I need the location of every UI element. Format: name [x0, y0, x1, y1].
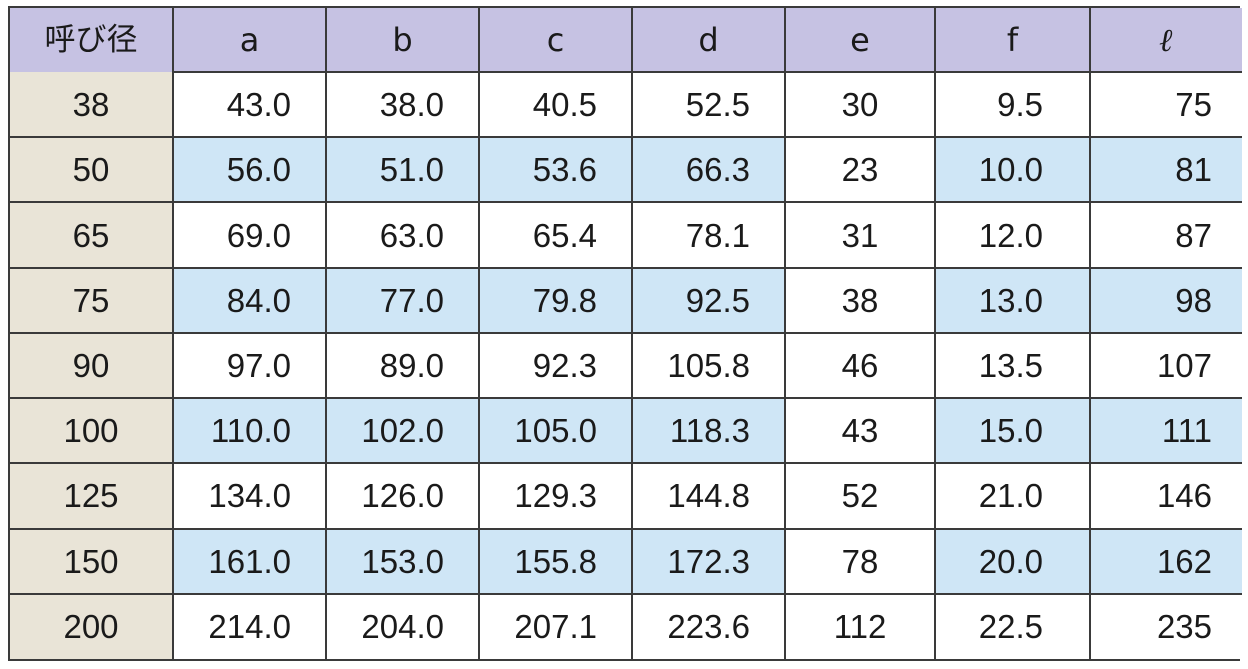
cell-d: 118.3: [631, 397, 786, 465]
cell-d: 144.8: [631, 462, 786, 530]
cell-f: 13.5: [934, 331, 1091, 400]
cell-a: 43.0: [172, 70, 327, 139]
cell-l: 111: [1089, 397, 1242, 465]
cell-d: 223.6: [631, 592, 786, 659]
cell-b: 38.0: [325, 70, 480, 139]
row-nominal-diameter: 150: [10, 527, 174, 595]
cell-l: 98: [1089, 266, 1242, 334]
row-nominal-diameter: 38: [10, 72, 174, 139]
table-body: 38 43.0 38.0 40.5 52.5 30 9.5 75 50 56.0 51.0 53.6 6…: [10, 70, 1242, 659]
cell-b: 63.0: [325, 201, 480, 269]
cell-l: 235: [1089, 592, 1242, 659]
cell-f: 13.0: [934, 266, 1091, 334]
cell-l: 81: [1089, 136, 1242, 204]
table-row: 125 134.0 126.0 129.3 144.8 52 21.0 146: [10, 462, 1242, 530]
dimension-table: 呼び径 a b c d e f ℓ 38 43.0 38.0 40.5 52.5 30 9.…: [10, 8, 1242, 659]
cell-f: 9.5: [934, 70, 1091, 139]
cell-d: 172.3: [631, 527, 786, 595]
table-row: 38 43.0 38.0 40.5 52.5 30 9.5 75: [10, 70, 1242, 139]
cell-e: 31: [784, 201, 936, 269]
cell-l: 107: [1089, 331, 1242, 400]
cell-b: 153.0: [325, 527, 480, 595]
cell-d: 66.3: [631, 136, 786, 204]
cell-a: 134.0: [172, 462, 327, 530]
cell-f: 21.0: [934, 462, 1091, 530]
row-nominal-diameter: 90: [10, 331, 174, 400]
row-nominal-diameter: 75: [10, 266, 174, 334]
header-d: d: [631, 8, 786, 72]
cell-e: 112: [784, 592, 936, 659]
cell-c: 79.8: [478, 266, 633, 334]
cell-a: 161.0: [172, 527, 327, 595]
cell-c: 40.5: [478, 70, 633, 139]
cell-b: 102.0: [325, 397, 480, 465]
cell-f: 15.0: [934, 397, 1091, 465]
row-nominal-diameter: 100: [10, 397, 174, 465]
cell-d: 78.1: [631, 201, 786, 269]
cell-c: 105.0: [478, 397, 633, 465]
cell-a: 69.0: [172, 201, 327, 269]
cell-d: 92.5: [631, 266, 786, 334]
cell-a: 84.0: [172, 266, 327, 334]
cell-l: 162: [1089, 527, 1242, 595]
header-row: 呼び径 a b c d e f ℓ: [10, 8, 1242, 72]
cell-c: 129.3: [478, 462, 633, 530]
cell-a: 97.0: [172, 331, 327, 400]
cell-b: 51.0: [325, 136, 480, 204]
row-nominal-diameter: 200: [10, 592, 174, 659]
cell-a: 214.0: [172, 592, 327, 659]
cell-e: 46: [784, 331, 936, 400]
table-row: 50 56.0 51.0 53.6 66.3 23 10.0 81: [10, 136, 1242, 204]
header-f: f: [934, 8, 1091, 72]
cell-c: 53.6: [478, 136, 633, 204]
table-row: 90 97.0 89.0 92.3 105.8 46 13.5 107: [10, 331, 1242, 400]
header-a: a: [172, 8, 327, 72]
header-nominal-diameter: 呼び径: [10, 8, 174, 72]
cell-b: 89.0: [325, 331, 480, 400]
cell-e: 38: [784, 266, 936, 334]
cell-a: 110.0: [172, 397, 327, 465]
cell-d: 52.5: [631, 70, 786, 139]
row-nominal-diameter: 50: [10, 136, 174, 204]
cell-f: 12.0: [934, 201, 1091, 269]
cell-b: 77.0: [325, 266, 480, 334]
cell-b: 204.0: [325, 592, 480, 659]
table-row: 100 110.0 102.0 105.0 118.3 43 15.0 111: [10, 397, 1242, 465]
cell-b: 126.0: [325, 462, 480, 530]
cell-e: 78: [784, 527, 936, 595]
cell-f: 22.5: [934, 592, 1091, 659]
cell-e: 30: [784, 70, 936, 139]
cell-e: 52: [784, 462, 936, 530]
cell-l: 75: [1089, 70, 1242, 139]
cell-a: 56.0: [172, 136, 327, 204]
table-row: 200 214.0 204.0 207.1 223.6 112 22.5 235: [10, 592, 1242, 659]
cell-e: 43: [784, 397, 936, 465]
cell-f: 10.0: [934, 136, 1091, 204]
cell-c: 155.8: [478, 527, 633, 595]
cell-c: 207.1: [478, 592, 633, 659]
header-l: ℓ: [1089, 8, 1242, 72]
header-b: b: [325, 8, 480, 72]
row-nominal-diameter: 125: [10, 462, 174, 530]
table-row: 75 84.0 77.0 79.8 92.5 38 13.0 98: [10, 266, 1242, 334]
dimension-table-container: 呼び径 a b c d e f ℓ 38 43.0 38.0 40.5 52.5 30 9.…: [8, 6, 1242, 661]
cell-l: 87: [1089, 201, 1242, 269]
cell-c: 65.4: [478, 201, 633, 269]
row-nominal-diameter: 65: [10, 201, 174, 269]
cell-e: 23: [784, 136, 936, 204]
cell-d: 105.8: [631, 331, 786, 400]
cell-l: 146: [1089, 462, 1242, 530]
header-c: c: [478, 8, 633, 72]
table-row: 150 161.0 153.0 155.8 172.3 78 20.0 162: [10, 527, 1242, 595]
cell-f: 20.0: [934, 527, 1091, 595]
cell-c: 92.3: [478, 331, 633, 400]
header-e: e: [784, 8, 936, 72]
table-row: 65 69.0 63.0 65.4 78.1 31 12.0 87: [10, 201, 1242, 269]
